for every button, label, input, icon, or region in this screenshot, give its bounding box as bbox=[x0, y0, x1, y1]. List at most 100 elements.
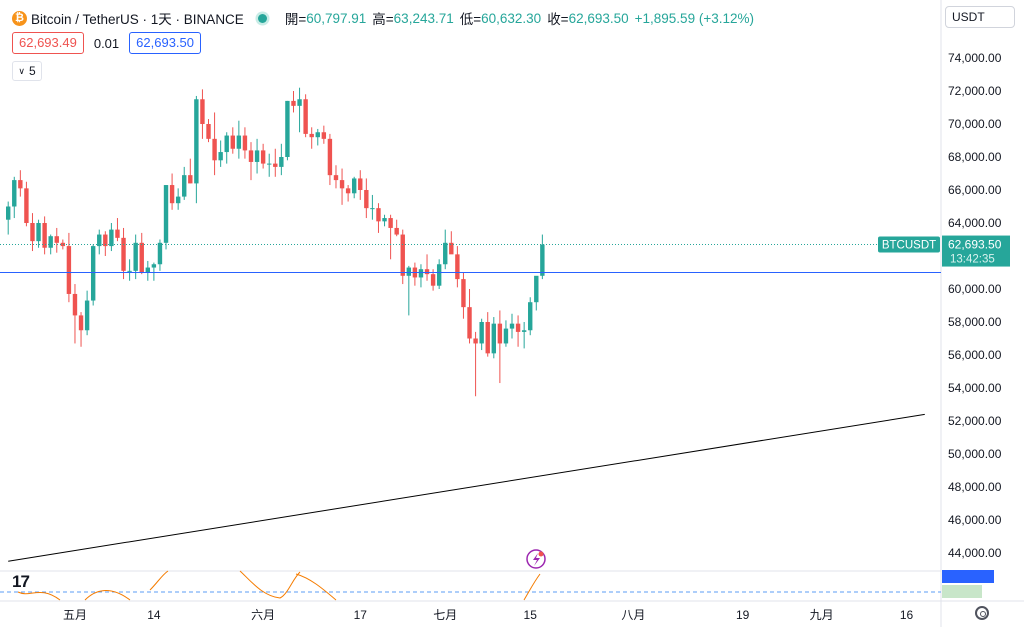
candle-body bbox=[309, 133, 314, 138]
candle-body bbox=[236, 135, 242, 149]
time-tick-label: 16 bbox=[900, 608, 914, 622]
candle-body bbox=[479, 322, 484, 344]
candle-body bbox=[54, 236, 59, 243]
candle-body bbox=[182, 175, 187, 197]
candle-body bbox=[133, 242, 138, 271]
trade-buttons: 62,693.49 0.01 62,693.50 bbox=[12, 32, 201, 54]
sell-button[interactable]: 62,693.49 bbox=[12, 32, 84, 54]
price-tick-label: 50,000.00 bbox=[948, 447, 1002, 461]
bitcoin-logo-icon: ₿ bbox=[12, 10, 27, 26]
candle-body bbox=[90, 246, 96, 301]
price-tick-label: 60,000.00 bbox=[948, 282, 1002, 296]
spread-value: 0.01 bbox=[93, 35, 120, 51]
candle-body bbox=[436, 264, 442, 286]
candlestick-series bbox=[6, 87, 545, 397]
price-tick-label: 64,000.00 bbox=[948, 216, 1002, 230]
time-tick-label: 14 bbox=[147, 608, 161, 622]
candle-body bbox=[267, 163, 272, 165]
price-tick-label: 46,000.00 bbox=[948, 513, 1002, 527]
candle-body bbox=[327, 138, 333, 176]
time-tick-label: 五月 bbox=[63, 608, 87, 622]
indicators-toggle[interactable]: ∨ 5 bbox=[12, 61, 42, 81]
low-value: 60,632.30 bbox=[481, 10, 542, 26]
time-tick-label: 15 bbox=[524, 608, 538, 622]
candle-body bbox=[503, 328, 509, 344]
candle-body bbox=[206, 124, 211, 139]
candle-body bbox=[540, 244, 545, 276]
price-tick-label: 58,000.00 bbox=[948, 315, 1002, 329]
indicator-tag bbox=[942, 570, 994, 583]
candle-body bbox=[188, 175, 193, 184]
indicator-line bbox=[17, 591, 61, 601]
candle-body bbox=[66, 246, 72, 294]
time-tick-label: 19 bbox=[736, 608, 750, 622]
candle-body bbox=[84, 300, 90, 331]
high-label: 高= bbox=[372, 12, 394, 27]
symbol-tag-label: BTCUSDT bbox=[882, 240, 936, 252]
symbol-title[interactable]: Bitcoin / TetherUS · 1天 · BINANCE bbox=[31, 12, 244, 27]
candle-body bbox=[339, 180, 345, 189]
candle-body bbox=[24, 188, 29, 223]
gear-icon[interactable] bbox=[975, 606, 989, 620]
trend-line[interactable] bbox=[8, 413, 925, 562]
candle-body bbox=[418, 269, 424, 278]
symbol-tag bbox=[878, 236, 940, 253]
candle-body bbox=[364, 190, 369, 209]
candle-body bbox=[291, 100, 296, 106]
price-tick-label: 72,000.00 bbox=[948, 84, 1002, 98]
time-tick-label: 九月 bbox=[810, 608, 834, 622]
candle-body bbox=[175, 196, 181, 204]
price-tick-label: 66,000.00 bbox=[948, 183, 1002, 197]
indicator-line bbox=[523, 573, 541, 601]
price-tick-label: 54,000.00 bbox=[948, 381, 1002, 395]
currency-selector[interactable]: USDT bbox=[945, 6, 1015, 28]
candle-body bbox=[285, 100, 290, 157]
price-axis[interactable]: 44,000.00 46,000.00 48,000.00 50,000.00 52,0… bbox=[948, 51, 1002, 560]
candle-body bbox=[145, 267, 151, 273]
candle-body bbox=[424, 269, 430, 275]
chevron-down-icon: ∨ bbox=[18, 65, 25, 76]
tradingview-logo[interactable]: 17 bbox=[12, 572, 30, 591]
open-label: 開= bbox=[284, 12, 307, 27]
candle-body bbox=[358, 178, 363, 190]
buy-button[interactable]: 62,693.50 bbox=[129, 32, 201, 54]
candle-body bbox=[163, 185, 169, 243]
candle-body bbox=[449, 242, 454, 255]
candle-body bbox=[260, 150, 266, 164]
low-label: 低= bbox=[459, 12, 482, 27]
candle-body bbox=[303, 99, 308, 134]
candle-body bbox=[370, 208, 375, 210]
price-tick-label: 70,000.00 bbox=[948, 117, 1002, 131]
candle-body bbox=[30, 223, 35, 242]
candle-body bbox=[42, 223, 47, 248]
indicator-tag-zero bbox=[942, 585, 982, 598]
indicator-line bbox=[239, 570, 301, 599]
candle-body bbox=[400, 234, 405, 276]
price-tag bbox=[942, 235, 1010, 267]
candle-body bbox=[157, 242, 163, 265]
candle-body bbox=[139, 242, 144, 273]
candle-body bbox=[376, 208, 381, 222]
time-tick-label: 六月 bbox=[251, 608, 275, 622]
candle-body bbox=[279, 157, 284, 167]
price-tick-label: 56,000.00 bbox=[948, 348, 1002, 362]
candle-body bbox=[151, 264, 157, 268]
time-axis[interactable]: 五月 14 六月 17 七月 15 八月 19 九月 16 bbox=[63, 608, 914, 622]
indicator-pane bbox=[0, 570, 994, 601]
candle-body bbox=[461, 279, 466, 308]
currency-label: USDT bbox=[952, 10, 985, 24]
candle-body bbox=[6, 206, 11, 220]
indicator-line bbox=[149, 570, 169, 591]
time-tick-label: 七月 bbox=[433, 608, 457, 622]
price-tick-label: 44,000.00 bbox=[948, 546, 1002, 560]
candle-body bbox=[273, 163, 278, 167]
flash-event-icon[interactable] bbox=[526, 549, 546, 569]
candle-body bbox=[242, 135, 248, 151]
candle-body bbox=[491, 323, 496, 354]
candle-body bbox=[406, 267, 412, 276]
candle-body bbox=[230, 135, 235, 149]
candle-body bbox=[443, 242, 448, 265]
candle-body bbox=[109, 229, 114, 247]
